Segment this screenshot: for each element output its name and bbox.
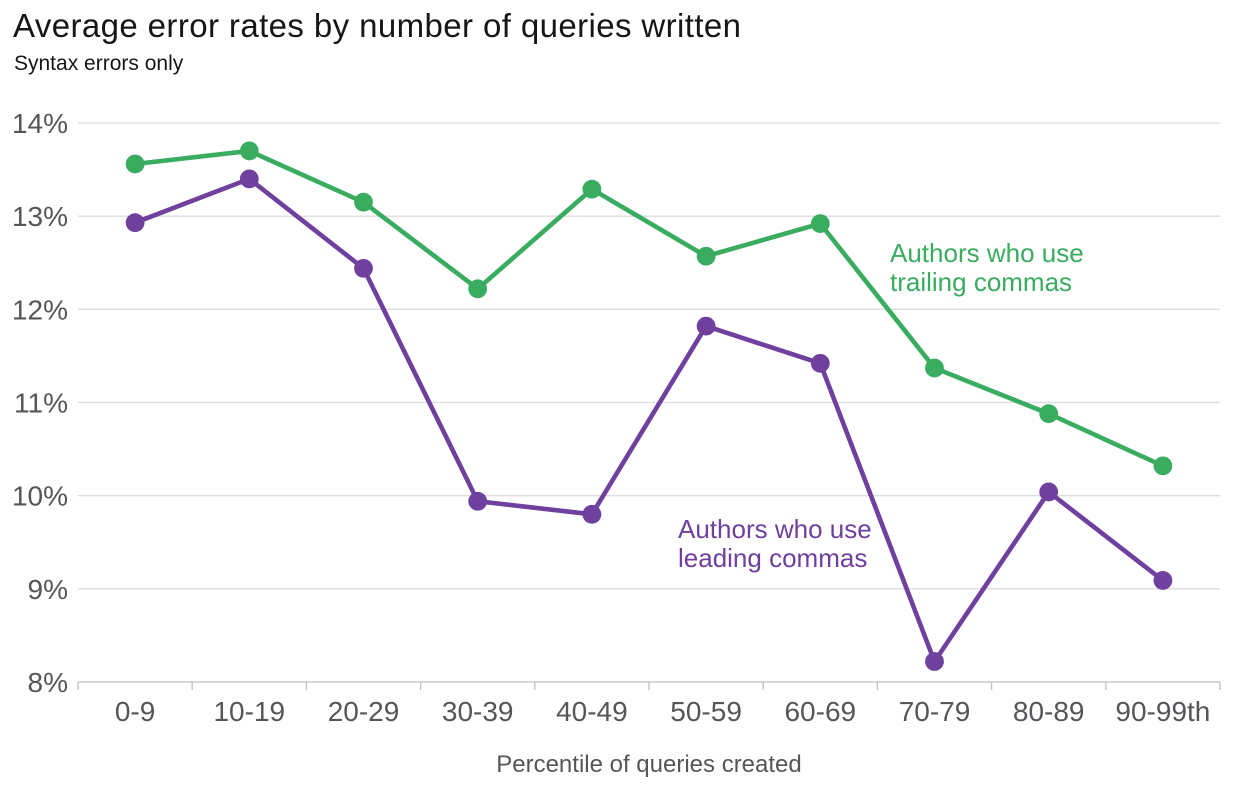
y-tick-label-13%: 13% xyxy=(12,201,68,232)
chart-title: Average error rates by number of queries… xyxy=(13,7,742,44)
data-point-trailing-commas-10-19 xyxy=(239,141,259,161)
y-tick-label-9%: 9% xyxy=(28,574,68,605)
data-point-leading-commas-30-39 xyxy=(468,491,488,511)
x-tick-label-40-49: 40-49 xyxy=(556,696,628,727)
data-point-trailing-commas-40-49 xyxy=(582,179,602,199)
data-point-trailing-commas-90-99th xyxy=(1153,456,1173,476)
series-label-leading-commas: Authors who use leading commas xyxy=(678,515,872,573)
x-tick-label-60-69: 60-69 xyxy=(784,696,856,727)
series-line-leading-commas xyxy=(132,176,1166,664)
data-point-leading-commas-90-99th xyxy=(1153,571,1173,590)
series-label-leading-line1: Authors who use xyxy=(678,514,872,544)
x-tick-label-30-39: 30-39 xyxy=(442,696,514,727)
series-label-trailing-line2: trailing commas xyxy=(890,267,1073,297)
chart-subtitle: Syntax errors only xyxy=(14,52,184,75)
series-label-trailing-commas: Authors who use trailing commas xyxy=(890,239,1084,297)
data-point-trailing-commas-20-29 xyxy=(354,192,373,212)
y-tick-label-8%: 8% xyxy=(28,667,68,698)
data-point-leading-commas-70-79 xyxy=(925,652,944,671)
x-axis-title: Percentile of queries created xyxy=(496,751,802,778)
data-point-trailing-commas-60-69 xyxy=(810,214,830,234)
x-tick-label-90-99th: 90-99th xyxy=(1115,696,1210,727)
y-tick-label-10%: 10% xyxy=(12,481,68,512)
x-tick-label-20-29: 20-29 xyxy=(328,696,400,727)
x-tick-label-70-79: 70-79 xyxy=(899,696,971,727)
data-point-leading-commas-10-19 xyxy=(239,169,259,189)
y-tick-label-11%: 11% xyxy=(14,388,68,419)
x-tick-label-0-9: 0-9 xyxy=(115,696,155,727)
series-label-leading-line2: leading commas xyxy=(678,543,868,573)
data-point-trailing-commas-30-39 xyxy=(468,279,488,299)
x-tick-label-80-89: 80-89 xyxy=(1013,696,1085,727)
y-tick-label-12%: 12% xyxy=(12,294,68,325)
data-point-leading-commas-0-9 xyxy=(125,213,145,233)
data-point-trailing-commas-50-59 xyxy=(696,246,716,266)
series-label-trailing-line1: Authors who use xyxy=(890,238,1084,268)
x-tick-label-10-19: 10-19 xyxy=(213,696,285,727)
data-point-leading-commas-80-89 xyxy=(1039,482,1059,502)
x-tick-label-50-59: 50-59 xyxy=(670,696,742,727)
data-point-leading-commas-50-59 xyxy=(696,316,716,336)
y-tick-label-14%: 14% xyxy=(12,108,68,139)
data-point-leading-commas-60-69 xyxy=(810,353,830,373)
series-line-trailing-commas xyxy=(132,148,1166,469)
data-point-trailing-commas-70-79 xyxy=(925,358,944,378)
data-point-leading-commas-20-29 xyxy=(354,258,373,278)
data-point-trailing-commas-0-9 xyxy=(125,154,145,174)
data-point-trailing-commas-80-89 xyxy=(1039,404,1059,424)
data-point-leading-commas-40-49 xyxy=(582,504,602,524)
